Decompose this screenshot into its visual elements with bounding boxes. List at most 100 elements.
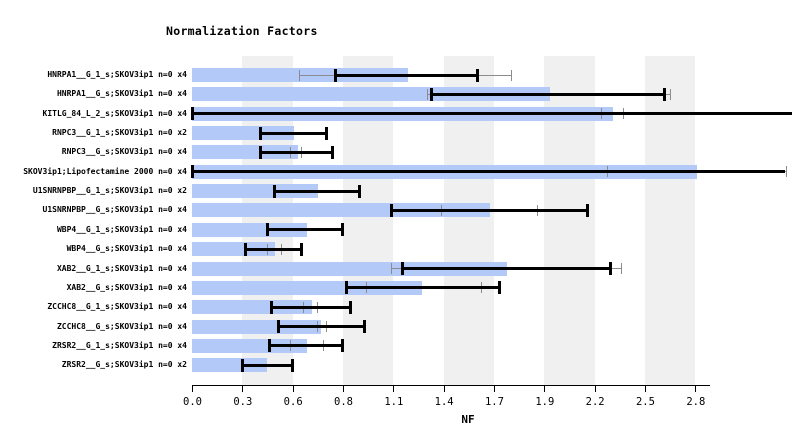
x-tick-label: 1.9 [535,396,555,408]
x-tick [544,386,546,392]
error-cap [330,145,334,159]
bar [192,358,268,373]
row-label: RNPC3__G_1_s;SKOV3ip1 n=0 x2 [52,128,187,138]
gray-error-cap [511,69,513,81]
bar [192,87,550,102]
bar [192,280,423,295]
error-bar [391,208,588,212]
bar [192,203,491,218]
gray-error-cap [621,263,623,274]
error-cap [341,223,345,237]
row-label: ZRSR2__G_1_s;SKOV3ip1 n=0 x4 [52,340,187,350]
row-label: WBP4__G_1_s;SKOV3ip1 n=0 x4 [56,224,187,234]
error-bar [274,189,360,193]
error-cap [663,87,667,101]
error-cap [357,184,361,198]
x-tick [443,386,445,392]
error-bar [402,267,611,270]
error-cap [291,358,295,372]
bar [192,261,507,276]
row-label: U1SNRNPBP__G_s;SKOV3ip1 n=0 x4 [42,205,188,215]
x-tick-label: 0.8 [334,396,353,408]
error-bar [431,92,665,96]
gray-error-cap [786,166,788,178]
error-bar [278,325,365,329]
bar [192,338,308,353]
error-bar [269,344,343,348]
grid-band [443,56,494,385]
x-tick-label: 1.7 [484,396,504,408]
error-cap [334,68,338,82]
error-bar [192,112,792,116]
error-cap [363,320,367,334]
chart-title: Normalization Factors [166,24,318,38]
error-cap [300,242,304,256]
error-bar [260,131,327,135]
bar [192,126,295,141]
row-label: ZCCHC8__G_s;SKOV3ip1 n=0 x4 [56,321,187,331]
x-tick [695,386,697,392]
error-cap [429,87,433,101]
row-label: HNRPA1__G_s;SKOV3ip1 n=0 x4 [56,89,187,99]
row-label: HNRPA1__G_1_s;SKOV3ip1 n=0 x4 [47,70,187,79]
x-tick [393,386,395,392]
error-cap [258,126,262,140]
error-cap [609,262,613,275]
error-cap [390,203,394,217]
error-cap [400,262,404,275]
row-label: ZCCHC8__G_1_s;SKOV3ip1 n=0 x4 [47,302,187,312]
error-bar [346,286,500,290]
gray-error-cap [391,263,393,274]
x-tick [644,386,646,392]
row-label: SKOV3ip1;Lipofectamine 2000 n=0 x4 [23,166,187,176]
gray-error-cap [299,69,301,81]
x-tick-label: 1.1 [384,396,404,408]
bar [192,242,275,257]
bar [192,319,322,334]
x-tick-label: 2.2 [585,396,605,408]
x-tick-label: 2.5 [635,396,655,408]
x-tick-label: 0.0 [183,396,202,408]
x-tick [342,386,344,392]
bar [192,300,313,315]
x-tick [594,386,596,392]
row-label: U1SNRNPBP__G_1_s;SKOV3ip1 n=0 x2 [32,186,187,196]
grid-band [242,56,293,385]
error-bar [335,73,478,77]
error-cap [190,107,194,121]
error-cap [341,339,345,353]
bar [192,145,299,160]
row-label: WBP4__G_s;SKOV3ip1 n=0 x4 [66,244,187,254]
x-axis-label: NF [461,413,475,426]
gray-error-cap [426,88,428,100]
x-axis [192,385,710,386]
error-cap [244,242,248,256]
x-tick [292,386,294,392]
error-cap [348,300,352,314]
error-cap [497,281,501,295]
error-cap [258,145,262,159]
gray-error-cap [669,88,671,100]
x-tick-label: 1.4 [434,396,454,408]
x-tick [192,386,193,392]
row-label: KITLG_84_L_2_s;SKOV3ip1 n=0 x4 [42,108,188,118]
error-bar [245,247,302,251]
error-cap [267,339,271,353]
error-cap [345,281,349,295]
error-cap [269,300,273,314]
x-tick-label: 0.3 [233,396,253,408]
error-cap [265,223,269,237]
grid-band [342,56,394,385]
error-cap [190,165,194,179]
grid-band [544,56,595,385]
row-label: ZRSR2__G_s;SKOV3ip1 n=0 x2 [61,360,187,370]
error-bar [271,305,351,309]
error-cap [585,203,589,217]
error-cap [240,358,244,372]
x-tick [242,386,244,392]
x-tick-label: 2.8 [686,396,706,408]
x-tick [493,386,495,392]
error-cap [476,68,480,82]
